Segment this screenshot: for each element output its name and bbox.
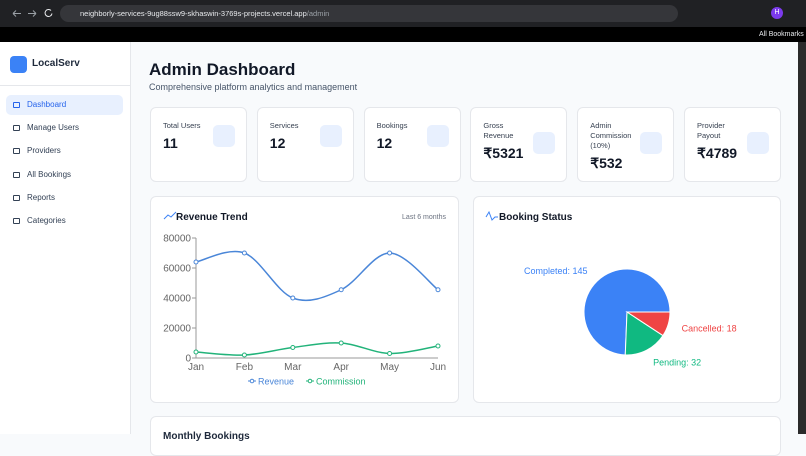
y-tick-label: 60000 [163,264,191,275]
legend-dot [307,378,313,384]
nav-item[interactable]: Manage Users [6,118,123,138]
pie-slice [625,311,671,337]
status-icon [485,210,498,221]
nav-item[interactable]: Categories [6,211,123,231]
legend-label: Revenue [258,377,294,387]
point [290,295,296,301]
pie-slice [624,311,664,356]
x-tick-label: Apr [333,362,349,373]
divider [0,85,131,86]
pie-slice [583,268,671,356]
point [241,352,247,358]
stat-card: Gross Revenue ₹5321 [470,107,568,182]
chart-title: Booking Status [499,212,573,223]
brand-icon [10,56,27,73]
point [193,349,199,355]
point [435,343,441,349]
stat-icon [640,132,663,154]
x-tick-label: Mar [284,362,302,373]
stat-value: ₹4789 [697,145,738,161]
stat-icon [426,125,449,147]
point [435,287,441,293]
pie-label: Pending: 32 [653,358,701,368]
nav-icon [13,171,20,178]
stat-value: 11 [163,135,178,151]
y-tick-label: 0 [185,354,191,365]
stat-card: Total Users 11 [150,107,247,182]
revenue-card [150,196,459,403]
point [387,250,393,256]
stat-value: ₹5321 [483,145,524,161]
x-tick-label: May [380,362,399,373]
stat-card: Admin Commission (10%) ₹532 [577,107,675,182]
stat-icon [213,125,235,147]
nav-icon [13,125,20,132]
stat-icon [747,132,769,154]
stat-card: Bookings 12 [363,107,461,182]
point [338,287,344,293]
charts: Revenue Trend Last 6 months 0 20000 40000 600… [163,210,737,387]
nav-icon [13,194,20,201]
nav-item[interactable]: Dashboard [6,95,123,115]
nav-icon [13,148,20,155]
nav-icon [13,102,20,108]
nav-item[interactable]: All Bookings [6,165,123,185]
chart-title: Revenue Trend [176,212,248,223]
address-bar[interactable]: neighborly-services-9ug88ssw9-skhaswin-3… [60,5,678,22]
x-tick-label: Jan [188,362,204,373]
y-tick-label: 20000 [163,324,191,335]
stat-label: Provider Payout [697,121,725,140]
legend-dot [249,378,255,384]
stat-value: ₹532 [590,155,623,171]
point [290,345,296,350]
stat-value: 12 [376,135,393,151]
brand: LocalServ [32,58,80,69]
pie-label: Completed: 145 [524,266,588,276]
page-subtitle: Comprehensive platform analytics and man… [149,82,358,92]
browser-toolbar: neighborly-services-9ug88ssw9-skhaswin-3… [0,0,806,27]
stat-label: Gross Revenue [483,121,514,140]
nav-item[interactable]: Reports [6,188,123,208]
series-line [195,342,439,356]
y-tick-label: 80000 [163,234,191,245]
stat-icon [319,125,342,147]
stat-value: 12 [269,135,286,151]
bookmarks-bar: All Bookmarks [0,27,806,42]
chart-subtitle: Last 6 months [402,214,446,221]
trend-icon [163,211,177,220]
pie-label: Cancelled: 18 [682,323,737,333]
scrollbar [798,42,806,434]
point [241,250,247,256]
stat-label: Bookings [376,121,408,130]
all-bookmarks[interactable]: All Bookmarks [759,31,804,38]
series-line [195,250,439,302]
point [338,340,344,346]
x-tick-label: Feb [236,362,254,373]
stat-label: Total Users [163,121,201,130]
page-title: Admin Dashboard [149,60,296,79]
nav-item[interactable]: Providers [6,141,123,161]
legend-label: Commission [316,377,366,387]
stat-card: Provider Payout ₹4789 [684,107,781,182]
sidebar: LocalServ Dashboard Manage Users Providers… [0,42,131,434]
nav-icon [13,218,20,224]
stat-icon [533,132,556,154]
stat-card: Services 12 [256,107,354,182]
nav-buttons [12,8,53,17]
point [193,259,199,265]
url-host: neighborly-services-9ug88ssw9-skhaswin-3… [80,9,307,18]
y-tick-label: 40000 [163,294,191,305]
x-tick-label: Jun [430,362,446,373]
avatar[interactable]: H [771,7,783,19]
url-path: /admin [306,9,330,18]
stat-label: Services [269,121,299,130]
point [387,351,393,356]
stat-label: Admin Commission (10%) [590,121,632,150]
